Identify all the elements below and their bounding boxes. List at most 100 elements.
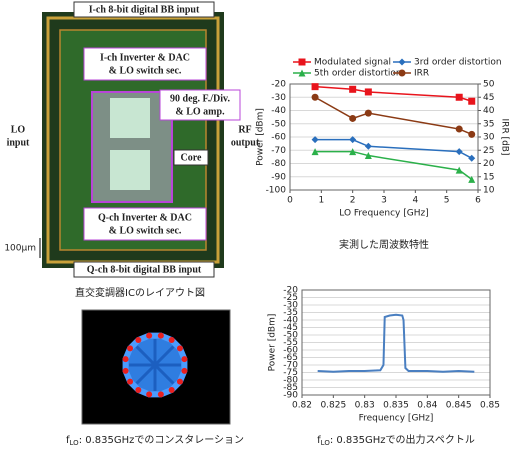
y-tick-label: -50: [271, 119, 286, 129]
lo-input: LO: [11, 124, 26, 135]
chart-caption: fLO: 0.835GHzでの出力スペクトル: [317, 433, 475, 447]
series-line: [315, 152, 472, 180]
y2-tick-label: 15: [483, 172, 494, 182]
constellation-point: [127, 345, 133, 351]
x-axis-label: LO Frequency [GHz]: [339, 209, 428, 219]
marker: [456, 126, 463, 133]
marker: [456, 94, 463, 101]
constellation-point: [181, 368, 187, 374]
y-tick-label: -100: [266, 186, 287, 196]
constellation-point: [146, 391, 152, 397]
qch-label: & LO switch sec.: [109, 225, 182, 236]
constellation-point: [169, 337, 175, 343]
chart-caption: 実測した周波数特性: [339, 238, 429, 251]
ich-label: I-ch Inverter & DAC: [100, 52, 190, 63]
marker: [312, 83, 319, 90]
marker: [468, 131, 475, 138]
constellation-point: [135, 337, 141, 343]
y2-tick-label: 30: [483, 133, 495, 143]
marker: [399, 59, 406, 66]
y-tick-label: -70: [271, 146, 286, 156]
series-line: [318, 315, 475, 372]
constellation-point: [127, 379, 133, 385]
series-line: [315, 140, 472, 159]
marker: [365, 143, 372, 150]
y-tick-label: -60: [271, 133, 286, 143]
y2-tick-label: 20: [483, 159, 495, 169]
legend-label: IRR: [414, 69, 429, 79]
series-line: [315, 97, 472, 134]
y2-tick-label: 25: [483, 146, 494, 156]
y2-tick-label: 35: [483, 119, 494, 129]
y-tick-label: -80: [271, 159, 286, 169]
figure: I-ch 8-bit digital BB input Q-ch 8-bit d…: [0, 0, 517, 450]
chip-layout: I-ch 8-bit digital BB input Q-ch 8-bit d…: [4, 2, 260, 299]
y2-tick-label: 50: [483, 80, 495, 90]
rf-output: RF: [238, 124, 251, 135]
qch-label: Q-ch Inverter & DAC: [98, 212, 192, 223]
legend-label: 3rd order distortion: [414, 58, 502, 68]
y-axis-label: Power [dBm]: [256, 108, 266, 166]
constellation-point: [135, 387, 141, 393]
x-tick-label: 0.835: [383, 401, 409, 411]
x-tick-label: 6: [475, 196, 481, 206]
marker: [365, 88, 372, 95]
y-tick-label: -90: [271, 172, 286, 182]
y-tick-label: -20: [271, 80, 286, 90]
caption-part: : 0.835GHzでの出力スペクトル: [330, 433, 475, 446]
y2-axis-label: IRR [dB]: [500, 119, 510, 156]
x-tick-label: 0.825: [320, 401, 346, 411]
core-label: Core: [181, 152, 202, 163]
y2-tick-label: 40: [483, 106, 495, 116]
bottom-label: Q-ch 8-bit digital BB input: [87, 264, 202, 275]
layout-caption: 直交変調器ICのレイアウト図: [75, 286, 205, 299]
constellation-point: [123, 368, 129, 374]
constellation-caption: fLO: 0.835GHzでのコンスタレーション: [66, 434, 244, 447]
div-label: & LO amp.: [175, 106, 225, 117]
x-tick-label: 5: [444, 196, 450, 206]
y-tick-label: -30: [271, 93, 286, 103]
y-axis-label: Power [dBm]: [268, 314, 278, 372]
marker: [468, 98, 475, 105]
x-tick-label: 0: [287, 196, 293, 206]
div-label: 90 deg. F./Div.: [170, 93, 230, 104]
x-tick-label: 2: [350, 196, 356, 206]
marker: [299, 59, 306, 66]
x-tick-label: 4: [412, 196, 418, 206]
y2-tick-label: 45: [483, 93, 494, 103]
y2-tick-label: 10: [483, 186, 495, 196]
circuit: [110, 98, 150, 138]
constellation-point: [177, 345, 183, 351]
constellation-point: [123, 356, 129, 362]
y-tick-label: -40: [271, 106, 286, 116]
constellation-point: [158, 391, 164, 397]
x-tick-label: 0.84: [417, 401, 437, 411]
marker: [312, 94, 319, 101]
constellation: [82, 310, 230, 424]
x-tick-label: 0.83: [355, 401, 375, 411]
ich-label: & LO switch sec.: [109, 65, 182, 76]
page: {"layout": { "top_label": "I-ch 8-bit di…: [0, 0, 517, 450]
series-line: [315, 87, 472, 102]
y-tick-label: -20: [283, 286, 298, 296]
marker: [349, 86, 356, 93]
top-label: I-ch 8-bit digital BB input: [89, 4, 200, 15]
constellation-point: [146, 333, 152, 339]
x-tick-label: 0.82: [292, 401, 312, 411]
constellation-point: [181, 356, 187, 362]
marker: [349, 115, 356, 122]
circuit: [110, 150, 150, 190]
x-tick-label: 3: [381, 196, 387, 206]
legend-label: 5th order distortion: [314, 69, 402, 79]
x-axis-label: Frequency [GHz]: [359, 414, 434, 424]
x-tick-label: 1: [318, 196, 324, 206]
constellation-point: [177, 379, 183, 385]
x-tick-label: 0.85: [480, 401, 500, 411]
marker: [365, 110, 372, 117]
scale-label: 100µm: [4, 244, 36, 254]
constellation-point: [158, 333, 164, 339]
lo-input: input: [7, 137, 30, 148]
x-tick-label: 0.845: [446, 401, 472, 411]
marker: [468, 155, 475, 162]
legend-label: Modulated signal: [314, 58, 391, 68]
